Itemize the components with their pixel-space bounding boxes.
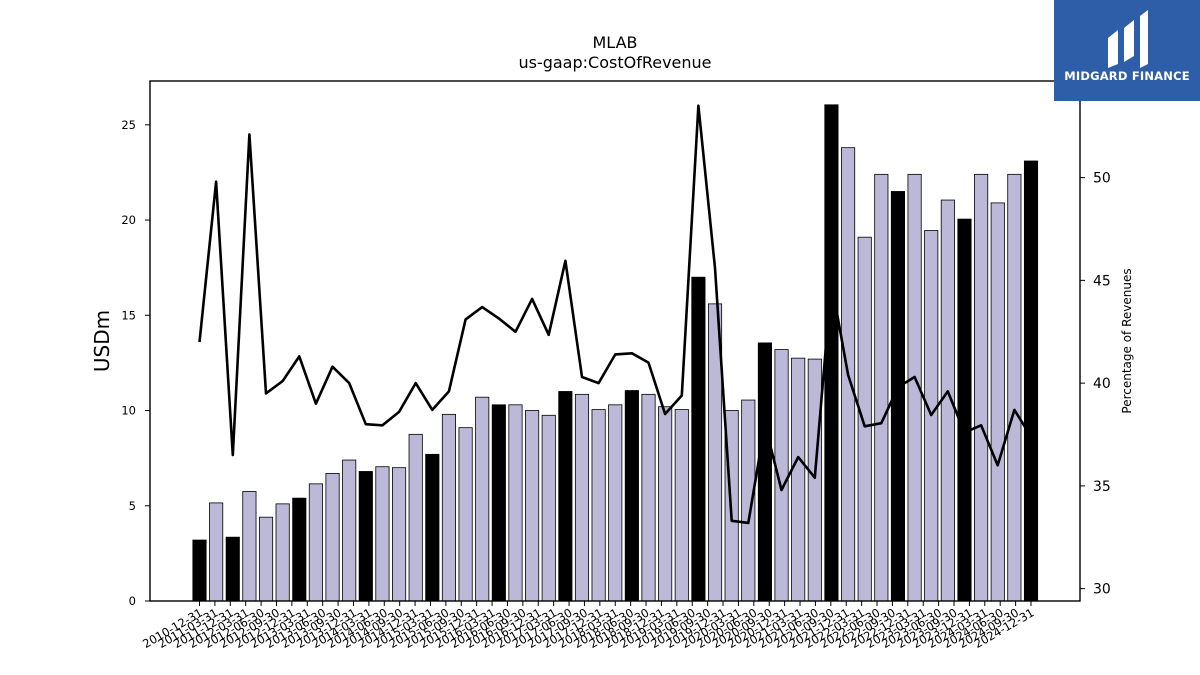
bar-50 — [1023, 160, 1039, 602]
bar-3 — [242, 491, 257, 602]
bar-2 — [225, 536, 240, 602]
bar-37 — [807, 358, 822, 602]
bar-6 — [292, 497, 307, 602]
y2-tick-label-4: 50 — [1093, 171, 1111, 187]
bar-0 — [192, 539, 207, 602]
bar-30 — [691, 276, 706, 602]
y2-tick-label-1: 35 — [1093, 479, 1111, 495]
y-axis-label: USDm — [90, 310, 114, 372]
y2-tick-label-2: 40 — [1093, 376, 1111, 392]
axes-group: 051015202530354045502010-12-312011-03-31… — [121, 80, 1111, 651]
y-tick-label-0: 0 — [129, 594, 136, 608]
bar-1 — [209, 502, 224, 602]
bar-15 — [441, 413, 457, 602]
chart-subtitle: us-gaap:CostOfRevenue — [518, 53, 711, 72]
bar-17 — [475, 396, 490, 602]
bar-28 — [658, 406, 673, 602]
bar-25 — [608, 404, 623, 602]
bar-12 — [392, 467, 407, 602]
bar-41 — [874, 173, 889, 602]
bar-21 — [541, 414, 556, 602]
y2-tick-label-0: 30 — [1093, 582, 1111, 598]
bar-46 — [957, 218, 972, 602]
bar-10 — [358, 471, 373, 602]
y2-axis-label: Percentage of Revenues — [1120, 268, 1134, 413]
bar-27 — [641, 393, 656, 602]
chart-title: MLAB — [592, 33, 637, 52]
y-tick-label-3: 15 — [121, 308, 136, 322]
bar-5 — [275, 503, 290, 602]
brand-logo: MIDGARD FINANCE — [1054, 0, 1200, 101]
y-tick-label-5: 25 — [121, 118, 136, 132]
bar-34 — [757, 342, 772, 602]
bar-26 — [624, 390, 639, 602]
bar-19 — [508, 404, 523, 602]
y-tick-label-1: 5 — [129, 499, 136, 513]
bar-4 — [258, 516, 274, 602]
bar-24 — [591, 409, 606, 602]
bars-group — [192, 104, 1039, 602]
bar-9 — [342, 459, 357, 602]
y-tick-label-2: 10 — [121, 404, 136, 418]
percentage-line — [198, 104, 1033, 525]
line-group — [198, 104, 1033, 525]
midgard-logo-icon — [1108, 10, 1148, 68]
bar-47 — [974, 173, 989, 602]
bar-29 — [674, 409, 689, 602]
bar-20 — [525, 410, 540, 602]
bar-13 — [408, 433, 423, 602]
y2-tick-label-3: 45 — [1093, 273, 1111, 289]
bar-48 — [990, 202, 1005, 602]
bar-14 — [425, 453, 440, 602]
bar-40 — [857, 236, 872, 602]
bar-7 — [308, 483, 323, 602]
bar-18 — [491, 404, 506, 602]
bar-38 — [824, 104, 839, 602]
bar-16 — [458, 427, 473, 602]
bar-36 — [791, 357, 806, 602]
bar-11 — [375, 466, 390, 602]
brand-logo-text: MIDGARD FINANCE — [1064, 69, 1190, 83]
y-tick-label-4: 20 — [121, 213, 136, 227]
bar-23 — [574, 393, 590, 602]
bar-8 — [325, 472, 340, 602]
bar-22 — [558, 391, 573, 602]
bar-49 — [1007, 173, 1022, 602]
